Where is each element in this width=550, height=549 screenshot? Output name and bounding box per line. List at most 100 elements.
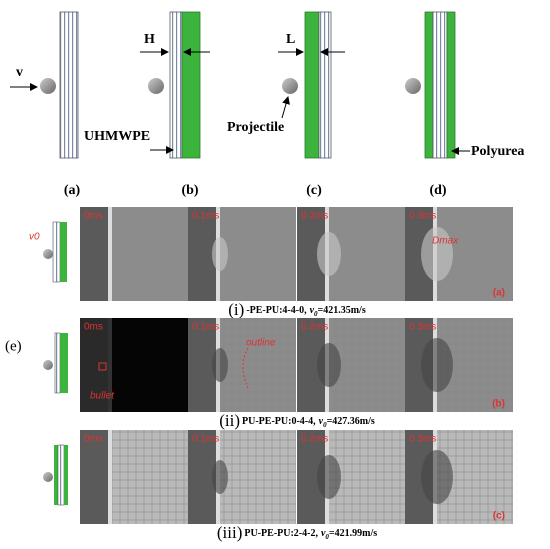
bulge	[317, 343, 341, 387]
plate	[108, 207, 112, 301]
frame: 0.3ms	[405, 207, 513, 301]
time-label: 0.1ms	[192, 434, 219, 445]
velocity-label: v	[16, 65, 23, 80]
time-label: 0.2ms	[301, 211, 328, 222]
frame: 0ms	[80, 430, 188, 524]
icon-projectile	[43, 360, 53, 370]
icon-layer	[57, 444, 65, 506]
time-label: 0ms	[84, 434, 103, 445]
schematic-label: (d)	[429, 183, 446, 198]
layer-icon	[43, 221, 67, 283]
frame: 0.3ms	[405, 430, 513, 524]
bulge	[421, 450, 453, 504]
time-label: 0.2ms	[301, 434, 328, 445]
caption-velocity-subscript: 0	[325, 533, 329, 541]
time-label: 0.3ms	[409, 434, 436, 445]
caption-numeral: (ii)	[219, 411, 240, 430]
frame: 0ms	[80, 207, 188, 301]
thickness-h-label: H	[144, 32, 155, 47]
caption-config: PU-PE-PU:0-4-4,	[242, 416, 316, 427]
uhmwpe-label: UHMWPE	[84, 129, 150, 144]
plate	[108, 430, 112, 524]
plate	[108, 318, 112, 412]
bulge	[212, 348, 228, 382]
layer-icon	[43, 332, 68, 394]
schematic-label: (c)	[306, 183, 322, 198]
frame: 0.2ms	[297, 318, 405, 412]
annotation: bullet	[90, 391, 115, 402]
schematic-label: (b)	[181, 183, 198, 198]
bullet-box	[98, 362, 107, 371]
panel-e-label: (e)	[5, 338, 22, 354]
frame-left	[188, 430, 216, 524]
time-label: 0ms	[84, 322, 103, 333]
caption: (ii) PU-PE-PU:0-4-4, v0=427.36m/s	[219, 411, 375, 430]
thickness-l-label: L	[286, 32, 295, 47]
caption-numeral: (iii)	[217, 523, 243, 542]
panel-label: (b)	[492, 399, 505, 410]
outline-curve	[242, 347, 249, 389]
panel-label: (a)	[493, 288, 505, 299]
schematic-d	[405, 11, 470, 159]
frame: 0.1ms	[188, 430, 296, 524]
frame-left	[188, 318, 216, 412]
caption-velocity-subscript: 0	[314, 310, 318, 318]
bulge	[212, 460, 228, 494]
time-label: 0.3ms	[409, 322, 436, 333]
caption-velocity-symbol: v	[319, 416, 324, 427]
time-label: 0.2ms	[301, 322, 328, 333]
bulge	[317, 455, 341, 499]
schematic-b	[140, 11, 210, 159]
frame: 0ms	[80, 318, 188, 412]
icon-layer	[54, 445, 58, 505]
frame: 0.2ms	[297, 430, 405, 524]
bulge	[421, 338, 453, 392]
frame-grid	[332, 318, 405, 412]
icon-projectile	[43, 249, 53, 259]
frame: 0.2ms	[297, 207, 405, 301]
panel-label: (c)	[493, 511, 505, 522]
time-label: 0ms	[84, 211, 103, 222]
caption-numeral: (i)	[228, 300, 244, 319]
caption: (i) -PE-PU:4-4-0, v0=421.35m/s	[228, 300, 366, 319]
projectile-label: Projectile	[227, 120, 284, 135]
bulge	[421, 227, 453, 281]
frame: 0.1ms	[188, 207, 296, 301]
layer-icon	[43, 444, 68, 506]
polyurea-label: Polyurea	[471, 144, 524, 159]
caption-velocity-symbol: v	[310, 305, 315, 316]
frame: 0.1ms	[188, 318, 296, 412]
annotation: Dmax	[432, 236, 459, 247]
time-label: 0.1ms	[192, 322, 219, 333]
frame: 0.3ms	[405, 318, 513, 412]
icon-layer	[60, 333, 68, 393]
icon-projectile	[43, 472, 53, 482]
annotation: outline	[246, 338, 276, 349]
frame-left	[188, 207, 216, 301]
schematic-c	[278, 11, 345, 159]
schematic-label: (a)	[64, 183, 81, 198]
frame-left	[80, 207, 108, 301]
caption-config: PU-PE-PU:2-4-2,	[244, 528, 318, 539]
frame-left	[80, 430, 108, 524]
caption: (iii) PU-PE-PU:2-4-2, v0=421.99m/s	[217, 523, 377, 542]
annotation: v0	[29, 232, 40, 243]
icon-layer	[64, 445, 68, 505]
caption-velocity-value: =427.36m/s	[327, 416, 375, 427]
bulge	[317, 232, 341, 276]
caption-velocity-value: =421.99m/s	[329, 528, 377, 539]
icon-layer	[60, 222, 67, 282]
frame-grid	[223, 318, 296, 412]
bulge	[212, 237, 228, 271]
schematic-a	[10, 11, 79, 159]
icon-layer	[54, 332, 61, 394]
time-label: 0.1ms	[192, 211, 219, 222]
caption-velocity-symbol: v	[321, 528, 326, 539]
caption-velocity-value: =421.35m/s	[318, 305, 366, 316]
frame-left	[80, 318, 108, 412]
icon-layer	[52, 221, 61, 283]
time-label: 0.3ms	[409, 211, 436, 222]
caption-config: -PE-PU:4-4-0,	[246, 305, 307, 316]
caption-velocity-subscript: 0	[323, 421, 327, 429]
